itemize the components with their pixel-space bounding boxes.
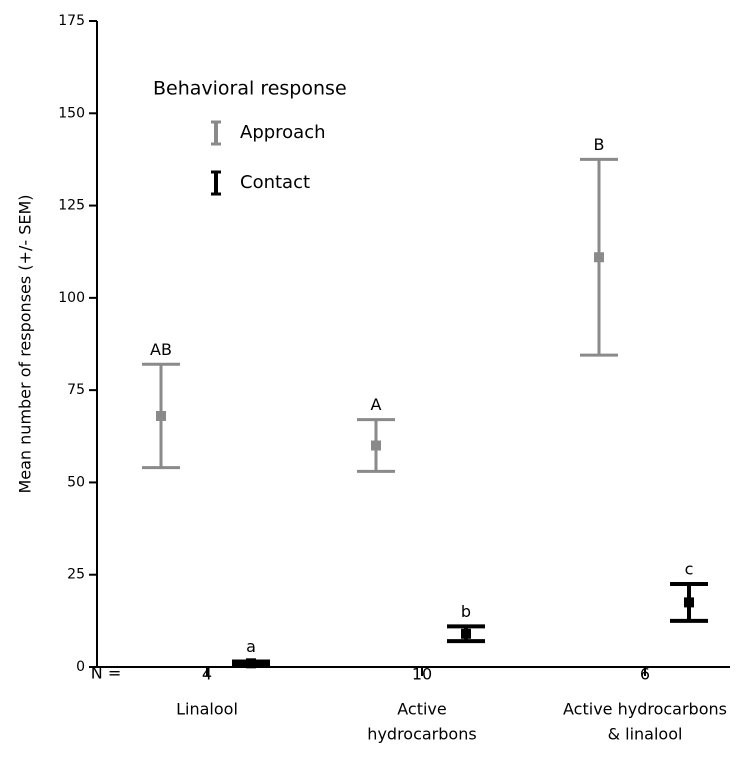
- y-tick-label: 175: [58, 13, 85, 29]
- y-tick-label: 75: [67, 382, 85, 398]
- x-tick-label: Linalool: [176, 700, 238, 719]
- significance-letter: A: [371, 395, 382, 414]
- mean-marker: [371, 440, 381, 451]
- significance-letter: b: [461, 602, 471, 621]
- legend-label: Approach: [240, 122, 326, 143]
- legend-title: Behavioral response: [153, 78, 347, 100]
- mean-marker: [156, 410, 166, 421]
- mean-marker: [594, 252, 604, 263]
- significance-letter: AB: [150, 340, 172, 359]
- y-axis-label: Mean number of responses (+/- SEM): [16, 194, 35, 493]
- y-tick-label: 0: [76, 659, 85, 675]
- y-tick-label: 25: [67, 567, 85, 583]
- n-value: 6: [640, 665, 650, 684]
- x-tick-label: & linalool: [608, 725, 683, 744]
- y-tick-label: 50: [67, 474, 85, 490]
- significance-letter: c: [685, 559, 694, 578]
- mean-marker: [246, 658, 256, 669]
- significance-letter: a: [246, 637, 256, 656]
- mean-marker: [684, 597, 694, 608]
- significance-letter: B: [594, 135, 605, 154]
- n-value: 10: [412, 665, 432, 684]
- n-value: 4: [202, 665, 212, 684]
- legend-label: Contact: [240, 172, 310, 193]
- mean-marker: [461, 628, 471, 639]
- x-tick-label: Active: [397, 700, 447, 719]
- y-tick-label: 100: [58, 290, 85, 306]
- x-tick-label: Active hydrocarbons: [563, 700, 727, 719]
- y-tick-label: 125: [58, 198, 85, 214]
- y-tick-label: 150: [58, 105, 85, 121]
- n-label: N =: [91, 664, 121, 683]
- x-tick-label: hydrocarbons: [367, 725, 476, 744]
